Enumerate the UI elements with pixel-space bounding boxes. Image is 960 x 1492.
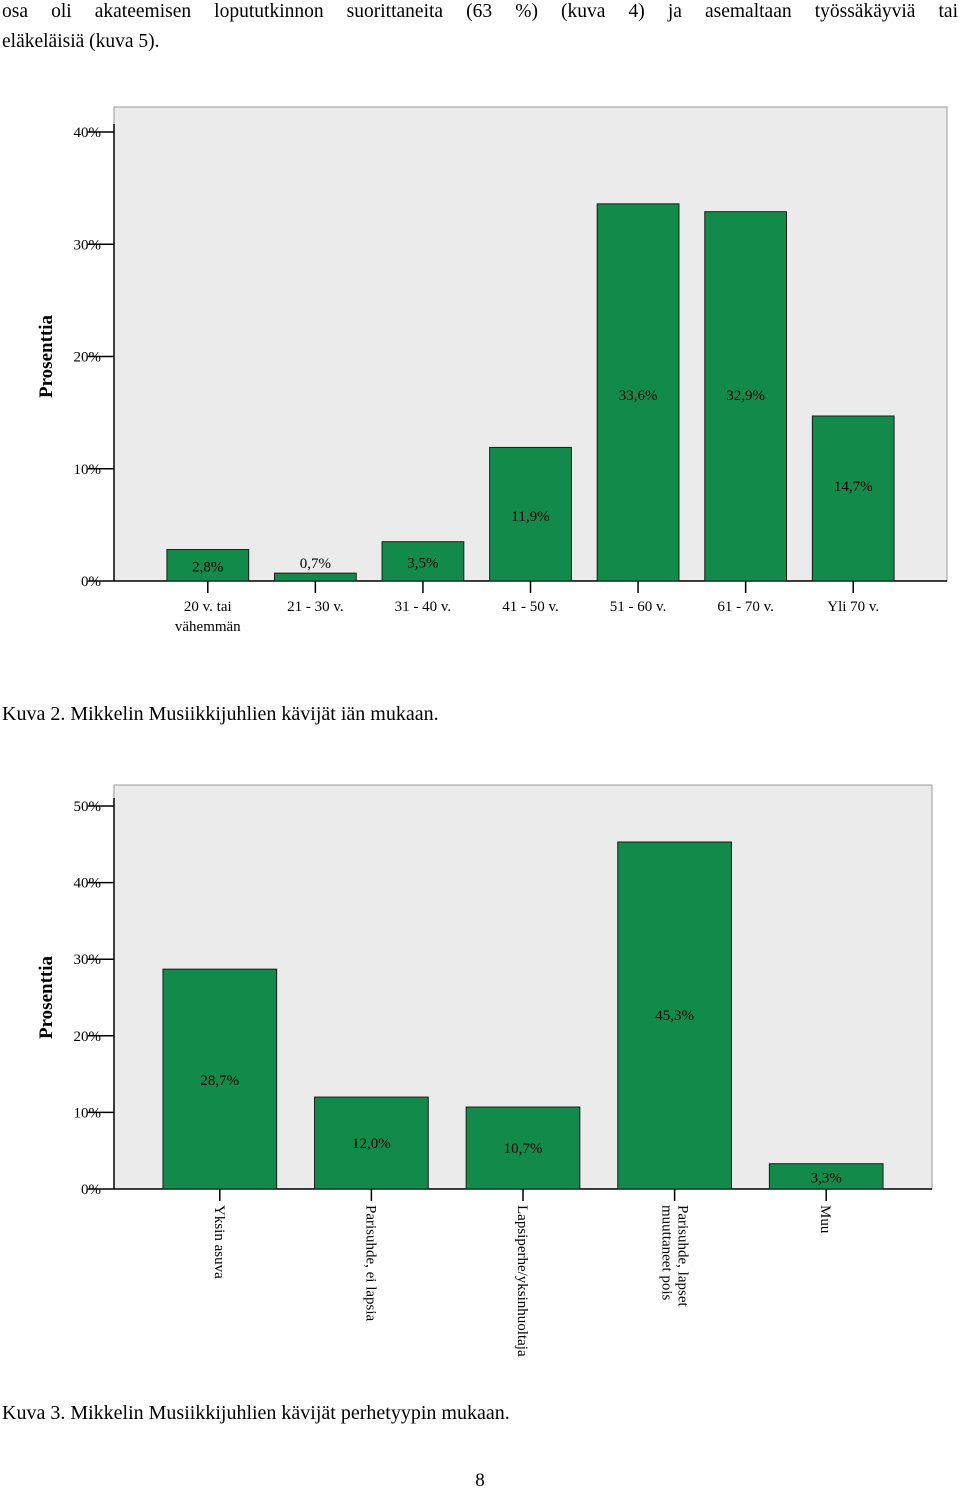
family-type-chart: 0% 10% 20% 30% 40% 50% Prosenttia 28,7% Yksin as… <box>36 784 933 1357</box>
y-tick-label: 30% <box>74 237 102 253</box>
y-tick-label: 10% <box>74 462 102 478</box>
data-label: 33,6% <box>619 388 658 404</box>
y-tick-label: 40% <box>74 125 102 141</box>
x-tick-label: 21 - 30 v. <box>287 599 344 615</box>
data-label: 3,5% <box>407 555 438 571</box>
bar <box>617 841 732 1190</box>
x-tick-label: Yli 70 v. <box>827 599 879 615</box>
data-label: 10,7% <box>504 1141 543 1157</box>
bar <box>314 1096 429 1190</box>
bar <box>596 203 680 582</box>
x-tick-label: Parisuhde, lapsetmuuttaneet pois <box>659 1205 691 1307</box>
y-tick-label: 30% <box>74 952 102 968</box>
bar <box>273 572 357 582</box>
x-tick-label: Lapsiperhe/yksinhuoltaja <box>514 1205 530 1357</box>
x-tick-label: Yksin asuva <box>211 1205 227 1279</box>
x-tick-label: 51 - 60 v. <box>610 599 667 615</box>
data-label: 32,9% <box>726 388 765 404</box>
y-tick-label: 0% <box>81 1182 101 1198</box>
bar <box>768 1163 884 1190</box>
paragraph-line-2: eläkeläisiä (kuva 5). <box>2 31 160 52</box>
y-tick-label: 0% <box>81 574 101 590</box>
x-tick-label: Parisuhde, ei lapsia <box>362 1205 378 1322</box>
y-tick-label: 40% <box>74 876 102 892</box>
data-label: 0,7% <box>300 556 331 572</box>
y-axis-title: Prosenttia <box>36 314 57 398</box>
data-label: 45,3% <box>655 1008 694 1024</box>
y-tick-label: 50% <box>74 799 102 815</box>
figure-caption-kuva-2: Kuva 2. Mikkelin Musiikkijuhlien kävijät… <box>2 703 439 725</box>
y-axis-title: Prosenttia <box>36 955 57 1039</box>
data-label: 2,8% <box>192 559 223 575</box>
bar <box>489 446 572 582</box>
age-distribution-chart: 0% 10% 20% 30% 40% Prosenttia 2,8% 20 v. tai väh… <box>36 106 948 635</box>
page-number: 8 <box>475 1470 485 1491</box>
bar <box>162 968 278 1190</box>
bar <box>811 415 895 582</box>
figure-caption-kuva-3: Kuva 3. Mikkelin Musiikkijuhlien kävijät… <box>2 1402 510 1424</box>
data-label: 14,7% <box>834 479 873 495</box>
x-tick-label: Muu <box>817 1205 833 1234</box>
y-tick-label: 10% <box>74 1105 102 1121</box>
data-label: 12,0% <box>352 1136 391 1152</box>
data-label: 3,3% <box>811 1170 842 1186</box>
intro-paragraph: osa oli akateemisen lopututkinnon suorit… <box>2 0 958 57</box>
bar <box>166 549 250 582</box>
data-label: 11,9% <box>511 509 549 525</box>
bar <box>465 1106 581 1190</box>
x-tick-label: 61 - 70 v. <box>717 599 774 615</box>
x-tick-label: 41 - 50 v. <box>502 599 559 615</box>
y-tick-label: 20% <box>74 1029 102 1045</box>
paragraph-line-1: osa oli akateemisen lopututkinnon suorit… <box>2 1 958 22</box>
y-tick-label: 20% <box>74 350 102 366</box>
data-label: 28,7% <box>200 1073 239 1089</box>
x-tick-label: 31 - 40 v. <box>395 599 452 615</box>
x-tick-label: 20 v. tai vähemmän <box>175 599 241 635</box>
